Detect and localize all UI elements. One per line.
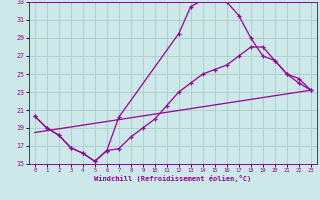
X-axis label: Windchill (Refroidissement éolien,°C): Windchill (Refroidissement éolien,°C) [94,175,252,182]
